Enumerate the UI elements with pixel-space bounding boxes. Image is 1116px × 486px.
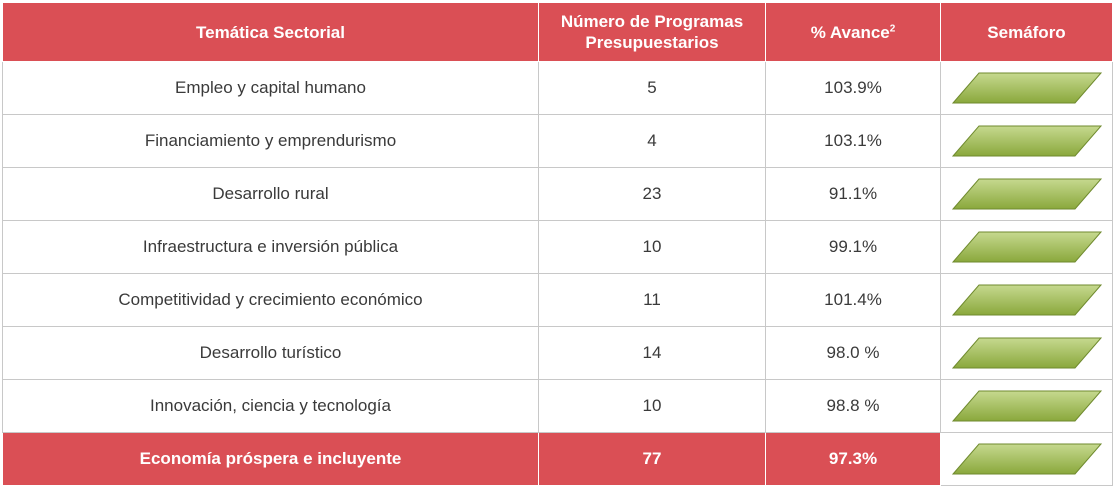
cell-semaforo xyxy=(940,167,1113,221)
header-avance: % Avance2 xyxy=(765,2,941,62)
table-row: Financiamiento y emprendurismo 4 103.1% xyxy=(2,114,1113,168)
cell-semaforo xyxy=(940,273,1113,327)
cell-tematica: Economía próspera e incluyente xyxy=(2,432,539,486)
cell-avance: 101.4% xyxy=(765,273,941,327)
header-avance-label: % Avance xyxy=(810,22,890,42)
header-numero-programas-label: Número de Programas Presupuestarios xyxy=(560,12,744,52)
cell-semaforo xyxy=(940,61,1113,115)
header-row: Temática Sectorial Número de Programas P… xyxy=(2,2,1113,62)
cell-semaforo xyxy=(940,432,1113,486)
cell-avance: 97.3% xyxy=(765,432,941,486)
traffic-light-green-icon xyxy=(951,178,1102,210)
cell-avance: 98.0 % xyxy=(765,326,941,380)
table-row: Empleo y capital humano 5 103.9% xyxy=(2,61,1113,115)
cell-tematica: Innovación, ciencia y tecnología xyxy=(2,379,539,433)
traffic-light-green-icon xyxy=(951,72,1102,104)
cell-avance: 103.9% xyxy=(765,61,941,115)
header-tematica: Temática Sectorial xyxy=(2,2,539,62)
header-avance-footnote: 2 xyxy=(889,22,896,34)
traffic-light-green-icon xyxy=(951,231,1102,263)
table-row: Infraestructura e inversión pública 10 99.… xyxy=(2,220,1113,274)
cell-avance: 98.8 % xyxy=(765,379,941,433)
cell-semaforo xyxy=(940,326,1113,380)
cell-semaforo xyxy=(940,379,1113,433)
cell-programas: 11 xyxy=(538,273,766,327)
cell-programas: 5 xyxy=(538,61,766,115)
cell-tematica: Financiamiento y emprendurismo xyxy=(2,114,539,168)
total-row: Economía próspera e incluyente 77 97.3% xyxy=(2,432,1113,486)
table-row: Innovación, ciencia y tecnología 10 98.8 % xyxy=(2,379,1113,433)
cell-programas: 14 xyxy=(538,326,766,380)
cell-tematica: Desarrollo turístico xyxy=(2,326,539,380)
cell-programas: 10 xyxy=(538,220,766,274)
cell-tematica: Competitividad y crecimiento económico xyxy=(2,273,539,327)
table-row: Desarrollo turístico 14 98.0 % xyxy=(2,326,1113,380)
table-row: Competitividad y crecimiento económico 11… xyxy=(2,273,1113,327)
cell-semaforo xyxy=(940,114,1113,168)
cell-programas: 23 xyxy=(538,167,766,221)
traffic-light-green-icon xyxy=(951,284,1102,316)
header-semaforo: Semáforo xyxy=(940,2,1113,62)
header-numero-programas: Número de Programas Presupuestarios xyxy=(538,2,766,62)
cell-tematica: Infraestructura e inversión pública xyxy=(2,220,539,274)
cell-avance: 91.1% xyxy=(765,167,941,221)
cell-tematica: Empleo y capital humano xyxy=(2,61,539,115)
cell-programas: 77 xyxy=(538,432,766,486)
table-row: Desarrollo rural 23 91.1% xyxy=(2,167,1113,221)
traffic-light-green-icon xyxy=(951,337,1102,369)
cell-programas: 10 xyxy=(538,379,766,433)
traffic-light-green-icon xyxy=(951,443,1102,475)
cell-avance: 103.1% xyxy=(765,114,941,168)
cell-tematica: Desarrollo rural xyxy=(2,167,539,221)
cell-semaforo xyxy=(940,220,1113,274)
cell-avance: 99.1% xyxy=(765,220,941,274)
traffic-light-green-icon xyxy=(951,390,1102,422)
traffic-light-green-icon xyxy=(951,125,1102,157)
cell-programas: 4 xyxy=(538,114,766,168)
